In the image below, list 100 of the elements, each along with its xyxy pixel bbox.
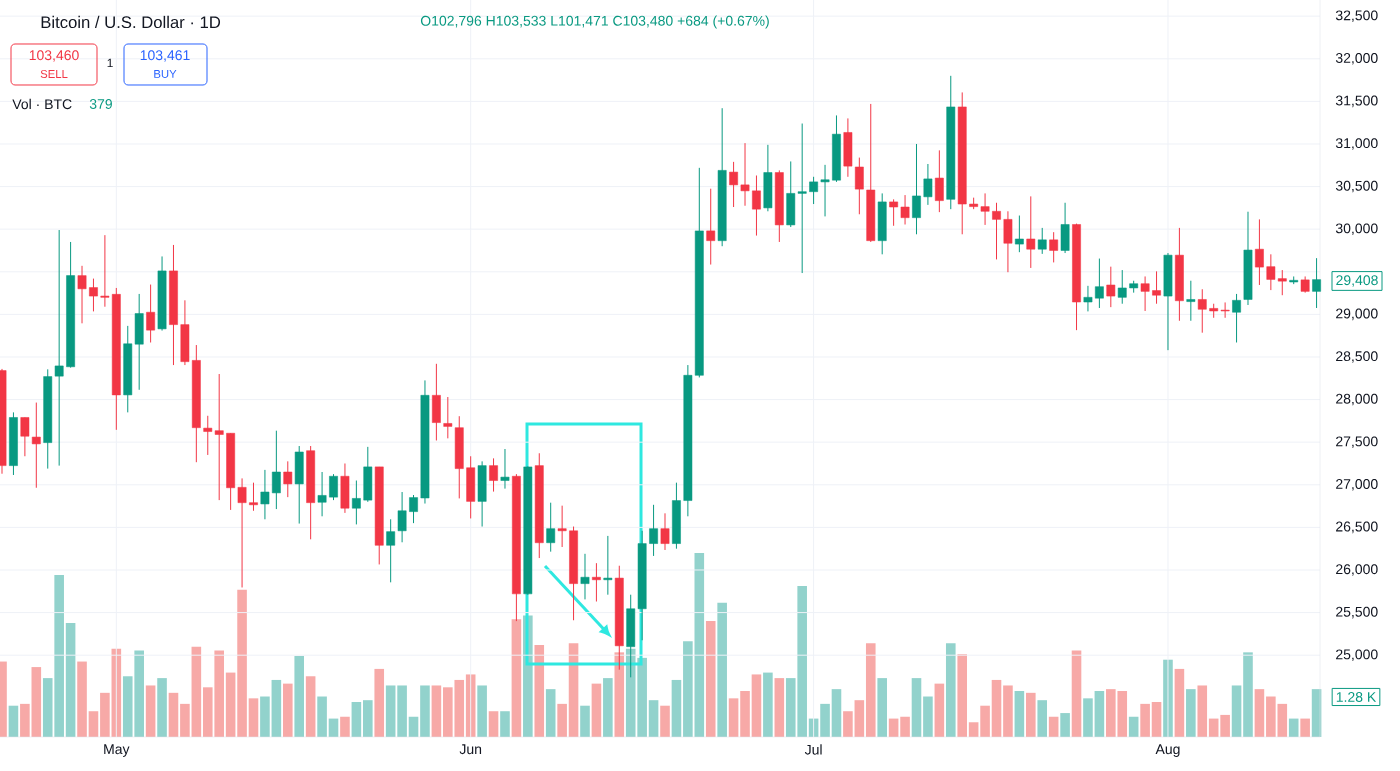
- bar: [614, 652, 625, 737]
- bar: [31, 667, 42, 737]
- bar: [1094, 690, 1105, 737]
- y-tick-label: 25,000: [1336, 649, 1378, 661]
- candlestick: [1312, 257, 1321, 309]
- candlestick: [1037, 227, 1047, 255]
- x-tick-label: Jul: [804, 744, 822, 755]
- bar: [1300, 718, 1310, 737]
- bar: [1220, 714, 1230, 737]
- candlestick: [752, 175, 761, 237]
- text: 29,408: [1336, 275, 1378, 287]
- bar: [603, 678, 613, 737]
- y-tick-label: 30,500: [1335, 180, 1378, 193]
- y-tick-label: 30,000: [1335, 223, 1378, 235]
- bar: [1014, 690, 1025, 737]
- bar: [77, 661, 87, 737]
- candlestick: [1255, 218, 1264, 286]
- bar: [431, 685, 442, 737]
- bar: [88, 711, 99, 737]
- candlestick: [100, 234, 110, 308]
- bar: [980, 705, 990, 737]
- candlestick: [237, 477, 247, 588]
- y-tick-label: 27,500: [1336, 436, 1378, 448]
- candlestick: [854, 157, 864, 215]
- y-tick-label: 29,000: [1336, 308, 1378, 321]
- bar: [1060, 713, 1070, 737]
- bar: [1140, 703, 1150, 737]
- bar: [591, 683, 602, 737]
- bar: [397, 685, 407, 737]
- bar: [1003, 685, 1013, 737]
- bar: [477, 685, 487, 737]
- candlestick: [934, 149, 944, 213]
- bar: [180, 703, 190, 737]
- candlestick: [912, 143, 921, 235]
- candlestick: [1003, 210, 1013, 273]
- bar: [740, 690, 750, 737]
- candlestick: [409, 494, 418, 524]
- annotation: BUY: [154, 70, 177, 78]
- annotation: 379: [89, 99, 112, 109]
- candlestick: [20, 416, 30, 457]
- bar: [557, 703, 567, 737]
- bar: [1243, 652, 1253, 737]
- candlestick: [1095, 258, 1104, 309]
- bar: [1174, 668, 1185, 737]
- bar: [8, 705, 19, 737]
- bar: [854, 700, 865, 737]
- candlestick: [660, 512, 670, 551]
- candlestick: [592, 562, 601, 603]
- candlestick: [1186, 280, 1196, 322]
- bar: [1151, 702, 1162, 737]
- bar: [374, 668, 385, 737]
- candlestick: [31, 402, 41, 489]
- bar: [534, 644, 545, 737]
- bar: [237, 589, 247, 737]
- candlestick: [500, 448, 510, 490]
- bar: [271, 679, 282, 737]
- y-tick-label: 26,500: [1336, 521, 1378, 534]
- candlestick: [729, 161, 738, 208]
- bar: [774, 678, 785, 737]
- text: 1.28 K: [1336, 692, 1377, 702]
- candlestick: [546, 502, 556, 553]
- bar: [282, 683, 293, 737]
- candlestick: [351, 480, 361, 525]
- bar: [385, 685, 396, 737]
- candlestick: [706, 188, 716, 266]
- bar: [945, 643, 956, 737]
- candlestick: [900, 194, 910, 225]
- candlestick: [397, 491, 407, 543]
- candlestick: [1266, 253, 1276, 291]
- y-tick-label: 32,000: [1335, 53, 1378, 65]
- candlestick: [283, 460, 293, 498]
- text: O102,796 H103,533 L101,471 C103,480 +684 (+0.67%): [420, 15, 769, 29]
- bar: [351, 702, 362, 737]
- bar: [728, 698, 739, 737]
- candlestick: [923, 163, 933, 206]
- annotation: 1: [107, 58, 113, 68]
- candlestick: [603, 535, 613, 596]
- candlestick: [1197, 288, 1207, 334]
- candlestick: [146, 284, 155, 343]
- bar: [705, 621, 716, 737]
- candlestick: [260, 469, 270, 520]
- bar: [20, 703, 30, 737]
- bar: [1231, 685, 1242, 737]
- bar: [1288, 718, 1299, 737]
- bar: [225, 672, 236, 737]
- bar: [420, 685, 430, 737]
- y-tick-label: 31,500: [1335, 95, 1378, 108]
- candlestick: [317, 471, 327, 517]
- bar: [100, 692, 110, 737]
- bar: [294, 656, 305, 737]
- candlestick: [580, 553, 590, 600]
- bar: [545, 689, 556, 737]
- y-tick-label: 32,500: [1335, 10, 1378, 22]
- bar: [820, 703, 830, 737]
- candlestick: [889, 198, 899, 227]
- bar: [65, 622, 76, 737]
- candlestick: [980, 192, 990, 226]
- candlestick: [1106, 266, 1116, 308]
- bar: [1071, 650, 1082, 737]
- candlestick: [649, 504, 658, 557]
